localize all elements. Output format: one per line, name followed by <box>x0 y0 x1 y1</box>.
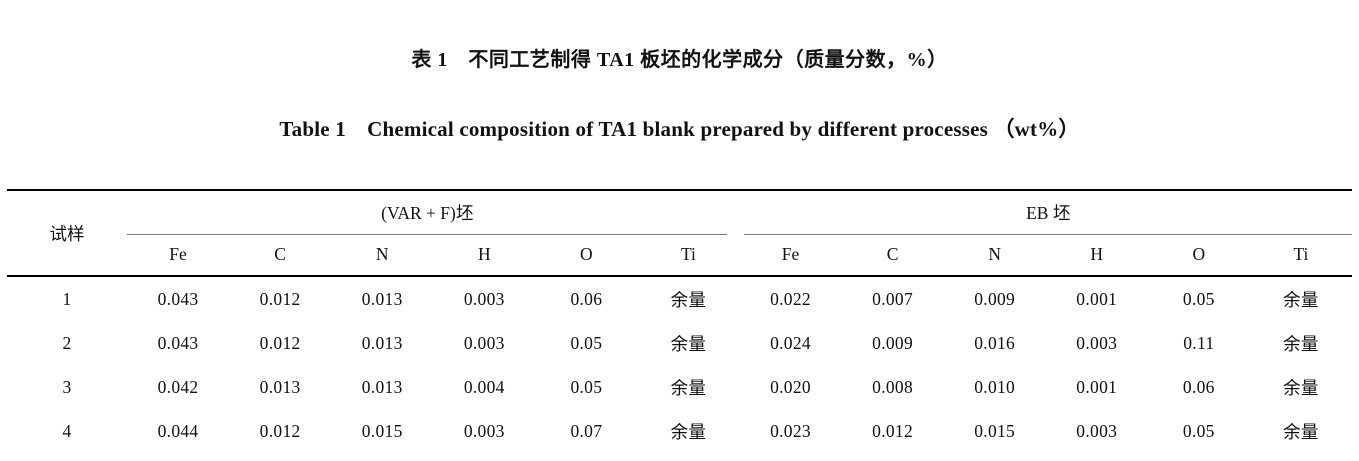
table-cell: 0.044 <box>127 453 229 461</box>
table-cell: 0.001 <box>1076 288 1118 309</box>
table-cell: 0.05 <box>1182 420 1215 441</box>
column-header-sample: 试样 <box>7 190 127 277</box>
column-header-n-eb: N <box>943 235 1046 277</box>
column-header-c-eb: C <box>841 235 944 277</box>
table-cell: 0.022 <box>770 288 811 309</box>
table-cell: 0.010 <box>944 453 1046 461</box>
row-label: 1 <box>62 288 72 309</box>
table-cell: 0.012 <box>259 288 301 309</box>
table-cell: 0.012 <box>259 332 301 353</box>
table-caption: 表 1 不同工艺制得 TA1 板坯的化学成分（质量分数，%） Table 1 C… <box>0 0 1359 179</box>
column-group-eb-label: EB 坯 <box>744 200 1352 235</box>
table-cell: 余量 <box>670 289 707 310</box>
table-cell: 0.015 <box>361 420 403 441</box>
table-cell: 0.07 <box>570 420 603 441</box>
table-cell: 0.043 <box>157 288 199 309</box>
table-cell: 0.013 <box>361 376 403 397</box>
table-cell: 0.015 <box>331 453 433 461</box>
column-group-var-f: (VAR + F)坯 <box>127 190 739 235</box>
table-cell: 0.012 <box>872 420 914 441</box>
table-cell: 0.004 <box>463 376 505 397</box>
table-cell: 0.06 <box>1182 376 1215 397</box>
table-cell: 0.013 <box>259 376 301 397</box>
table-cell: 余量 <box>1283 377 1319 398</box>
column-header-c-var: C <box>229 235 332 277</box>
table-cell: 余量 <box>670 421 707 442</box>
table-cell: 0.007 <box>872 288 914 309</box>
table-cell: 0.009 <box>872 332 914 353</box>
column-group-var-f-label: (VAR + F)坯 <box>127 200 728 235</box>
table-title-zh: 表 1 不同工艺制得 TA1 板坯的化学成分（质量分数，%） <box>411 49 948 71</box>
table-cell: 0.012 <box>259 420 301 441</box>
table-cell: 0.10 <box>1148 453 1250 461</box>
table-header: 试样 (VAR + F)坯 EB 坯 Fe C N H O Ti Fe C N … <box>7 190 1352 277</box>
table-title-en: Table 1 Chemical composition of TA1 blan… <box>279 117 1080 141</box>
row-label: 4 <box>62 420 72 441</box>
table-cell: 0.014 <box>229 453 331 461</box>
table-cell: 0.001 <box>1076 376 1118 397</box>
table-cell: 0.05 <box>570 332 603 353</box>
table-cell: 0.009 <box>974 288 1016 309</box>
table-cell: 0.003 <box>1076 420 1118 441</box>
table-cell: 0.008 <box>872 376 914 397</box>
table-cell: 0.016 <box>974 332 1016 353</box>
column-header-fe-var: Fe <box>127 235 230 277</box>
table-cell: 余量 <box>637 453 739 461</box>
column-header-n-var: N <box>331 235 434 277</box>
column-header-h-eb: H <box>1045 235 1148 277</box>
column-header-o-var: O <box>535 235 638 277</box>
column-header-fe-eb: Fe <box>739 235 842 277</box>
table-cell: 0.010 <box>974 376 1016 397</box>
row-label: 3 <box>62 376 72 397</box>
table-cell: 0.023 <box>770 420 811 441</box>
table-cell: 0.001 <box>1046 453 1148 461</box>
table-row-sample-5: 5 0.044 0.014 0.015 0.004 0.05 余量 0.025 … <box>7 453 1352 461</box>
table-cell: 余量 <box>670 333 707 354</box>
column-header-ti-var: Ti <box>637 235 740 277</box>
table-row-sample-3: 3 0.042 0.013 0.013 0.004 0.05 余量 0.020 … <box>7 365 1352 409</box>
table-cell: 余量 <box>670 377 707 398</box>
table-cell: 0.06 <box>570 288 603 309</box>
table-cell: 0.003 <box>463 420 505 441</box>
table-cell: 0.013 <box>361 332 403 353</box>
row-label: 2 <box>62 332 72 353</box>
table-cell: 0.009 <box>842 453 944 461</box>
table-cell: 余量 <box>1283 289 1319 310</box>
group-header-row: 试样 (VAR + F)坯 EB 坯 <box>7 190 1352 277</box>
table-cell: 0.003 <box>1076 332 1118 353</box>
column-header-h-var: H <box>433 235 536 277</box>
table-cell: 0.003 <box>463 288 505 309</box>
table-cell: 0.025 <box>739 453 841 461</box>
table-row-sample-2: 2 0.043 0.012 0.013 0.003 0.05 余量 0.024 … <box>7 321 1352 365</box>
table-row-sample-1: 1 0.043 0.012 0.013 0.003 0.06 余量 0.022 … <box>7 276 1352 321</box>
column-header-ti-eb: Ti <box>1249 235 1352 277</box>
table-cell: 0.11 <box>1183 332 1215 353</box>
table-cell: 0.024 <box>770 332 811 353</box>
column-header-o-eb: O <box>1147 235 1250 277</box>
table-body: 1 0.043 0.012 0.013 0.003 0.06 余量 0.022 … <box>7 276 1352 461</box>
table-cell: 0.004 <box>433 453 535 461</box>
table-cell: 0.05 <box>535 453 637 461</box>
chemical-composition-table: 试样 (VAR + F)坯 EB 坯 Fe C N H O Ti Fe C N … <box>7 189 1352 461</box>
table-cell: 0.042 <box>157 376 199 397</box>
table-cell: 0.05 <box>570 376 603 397</box>
table-cell: 0.003 <box>463 332 505 353</box>
table-cell: 0.020 <box>770 376 811 397</box>
table-row-sample-4: 4 0.044 0.012 0.015 0.003 0.07 余量 0.023 … <box>7 409 1352 453</box>
table-cell: 0.044 <box>157 420 199 441</box>
table-cell: 0.043 <box>157 332 199 353</box>
table-cell: 0.013 <box>361 288 403 309</box>
column-group-eb: EB 坯 <box>739 190 1352 235</box>
table-cell: 0.05 <box>1182 288 1215 309</box>
element-header-row: Fe C N H O Ti Fe C N H O Ti <box>7 235 1352 277</box>
table-cell: 0.015 <box>974 420 1016 441</box>
row-label: 5 <box>7 453 127 461</box>
table-cell: 余量 <box>1283 333 1319 354</box>
table-cell: 余量 <box>1250 453 1352 461</box>
table-cell: 余量 <box>1283 421 1319 442</box>
